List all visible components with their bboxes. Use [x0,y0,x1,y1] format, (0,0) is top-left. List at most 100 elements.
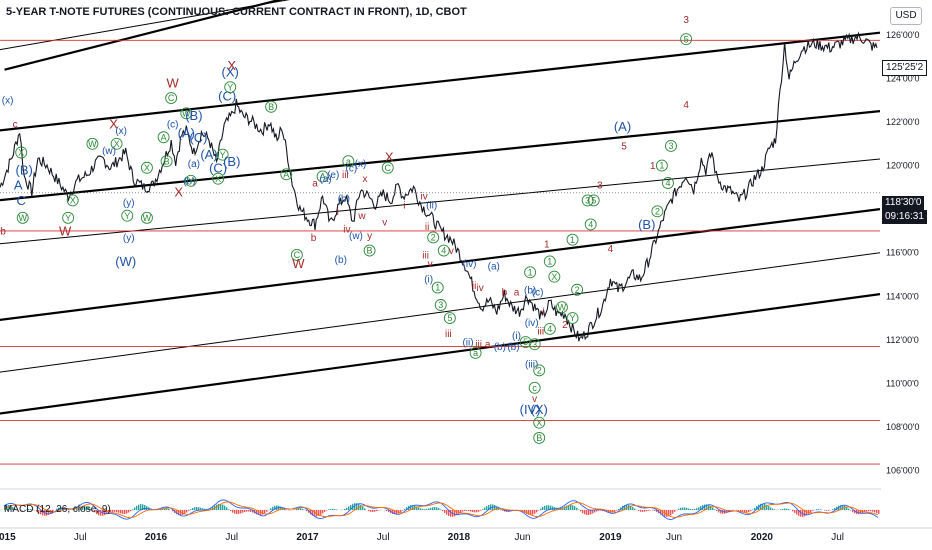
macd-hist-bar [866,510,868,512]
wave-label-117: 2 [575,285,580,295]
time-tick-label: Jul [377,532,390,543]
wave-label-39: (B) [223,154,240,169]
macd-hist-bar [250,510,252,512]
wave-label-58: x [363,174,368,185]
wave-label-ring-37 [216,148,229,161]
wave-label-34: Y [188,176,194,186]
macd-hist-bar [446,510,448,515]
macd-hist-bar [748,510,750,513]
macd-hist-bar [596,510,598,512]
wave-label-118: 2 [562,320,568,331]
wave-label-22: A [161,132,167,142]
price-series [0,31,878,342]
macd-hist-bar [372,510,374,513]
macd-hist-bar [424,509,426,510]
macd-hist-bar [234,510,236,514]
price-line [0,31,878,342]
macd-hist-bar [240,510,242,514]
wave-label-ring-79 [431,281,444,294]
top-price-tag: 125'25'2 [882,60,928,76]
wave-label-ring-34 [184,174,197,187]
wave-label-28: W [182,108,191,118]
wave-label-98: (i) [512,331,521,342]
wave-label-ring-38 [212,172,225,185]
channel-line-1 [0,31,880,132]
wave-label-7: b [0,226,6,237]
wave-label-73: 2 [431,233,436,243]
channel-lines [0,0,880,415]
macd-hist-bar [140,504,142,510]
macd-hist-bar [256,510,258,515]
macd-hist-bar [640,510,642,512]
wave-label-ring-23 [160,155,173,168]
wave-label-94: a [473,348,478,358]
macd-hist-bar [284,508,286,510]
wave-label-121: 3 [585,196,590,206]
macd-hist-bar [804,510,806,517]
macd-hist-bar [46,510,48,516]
wave-label-122: 5 [591,196,596,206]
macd-hist-bar [364,508,366,510]
macd-hist-bar [196,506,198,510]
wave-label-19: (W) [115,254,136,269]
time-axis[interactable]: 2015 Jul 2016 Jul 2017 Jul 2018 Jun 2019 Jun 2020 J… [0,527,932,543]
macd-hist-bar [870,510,872,512]
macd-hist-bar [616,510,618,511]
wave-label-70: iv [420,192,427,203]
wave-label-105: 2 [537,366,542,376]
macd-hist-bar [726,510,728,513]
macd-hist-bar [246,510,248,512]
macd-hist-bar [648,510,650,511]
wave-label-78: v [449,246,454,257]
countdown-tag: 09:16:31 [882,210,927,224]
wave-label-ring-120 [566,233,579,246]
macd-hist-bar [312,510,314,516]
time-tick-label: Jul [831,532,844,543]
wave-label-103: iii [537,327,544,338]
macd-hist-bar [318,510,320,516]
macd-hist-bar [470,510,472,512]
macd-hist-bar [600,510,602,511]
macd-hist-bar [484,507,486,510]
macd-hist-bar [786,508,788,510]
macd-hist-bar [10,505,12,510]
macd-hist-bar [566,505,568,510]
macd-hist-bar [572,505,574,510]
macd-hist-bar [590,510,592,515]
wave-label-130: 4 [665,178,670,188]
macd-hist-bar [476,510,478,513]
price-axis[interactable]: 126'00'0124'00'0122'00'0120'00'0118'00'0… [881,0,932,530]
currency-button[interactable]: USD [890,7,922,25]
macd-hist-bar [674,510,676,512]
macd-hist-bar [580,510,582,512]
macd-hist-bar [530,510,532,516]
wave-label-15: (w) [102,146,116,157]
price-tick-label: 110'00'0 [886,378,919,388]
wave-label-ring-9 [62,211,75,224]
wave-label-ring-117 [571,283,584,296]
macd-hist-bar [100,510,102,516]
macd-hist-bar [662,510,664,516]
wave-label-95: a [485,340,491,351]
macd-hist-bar [852,510,854,513]
macd-legend[interactable]: MACD (12, 26, close, 9) [4,504,111,515]
macd-hist-bar [298,508,300,510]
macd-hist-bar [442,510,444,512]
macd-hist-bar [168,508,170,510]
macd-hist-bar [570,504,572,510]
chart-title: 5-YEAR T-NOTE FUTURES (CONTINUOUS: CURRE… [6,6,467,18]
macd-hist-bar [854,510,856,514]
wave-label-37: Y [220,150,226,160]
wave-label-ring-44 [265,100,278,113]
macd-hist-bar [138,504,140,510]
macd-hist-bar [418,507,420,510]
wave-label-13: (x) [115,126,127,137]
macd-hist-bar [354,503,356,510]
macd-hist-bar [496,506,498,510]
macd-hist-bar [836,506,838,510]
macd-hist-bar [588,510,590,515]
macd-hist-bar [634,508,636,510]
macd-hist-bar [792,510,794,512]
wave-label-125: 4 [608,244,614,255]
